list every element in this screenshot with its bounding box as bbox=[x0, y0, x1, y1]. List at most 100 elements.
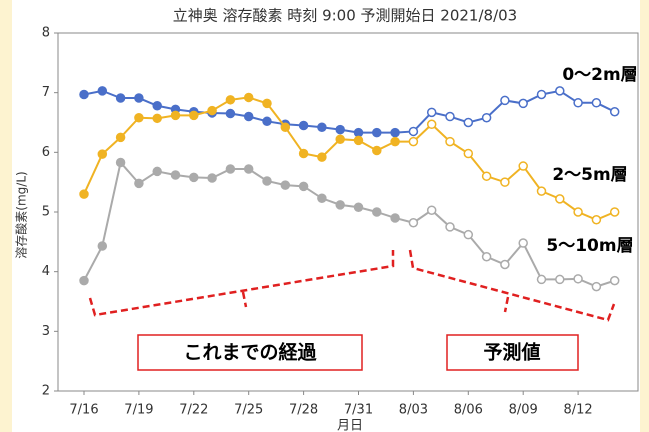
data-point bbox=[445, 111, 455, 122]
data-point bbox=[372, 127, 382, 138]
data-point bbox=[152, 166, 162, 177]
data-point bbox=[609, 275, 620, 286]
data-point bbox=[79, 189, 89, 199]
data-point bbox=[79, 275, 89, 286]
data-point bbox=[115, 132, 126, 143]
series-label: 5～10m層 bbox=[546, 236, 633, 256]
x-tick-label: 8/06 bbox=[454, 403, 483, 418]
data-point bbox=[262, 176, 272, 186]
data-point bbox=[481, 171, 492, 181]
data-point bbox=[152, 113, 162, 124]
y-axis-label: 溶存酸素(mg/L) bbox=[14, 171, 29, 258]
data-point bbox=[555, 274, 565, 285]
x-tick-label: 7/28 bbox=[289, 403, 318, 418]
x-tick-label: 8/09 bbox=[509, 403, 538, 418]
y-tick-label: 2 bbox=[42, 384, 50, 399]
data-point bbox=[225, 164, 236, 174]
data-point bbox=[518, 161, 528, 171]
data-point bbox=[463, 148, 474, 159]
data-point bbox=[225, 95, 236, 105]
data-point bbox=[573, 274, 583, 284]
data-point bbox=[189, 172, 199, 183]
data-point bbox=[243, 164, 254, 174]
data-point bbox=[372, 207, 382, 217]
data-point bbox=[500, 259, 510, 270]
annotation-box bbox=[137, 334, 363, 371]
data-point bbox=[207, 173, 217, 183]
data-point bbox=[207, 105, 217, 116]
data-point bbox=[591, 215, 602, 225]
data-point bbox=[591, 281, 602, 292]
data-point bbox=[426, 119, 437, 130]
data-point bbox=[390, 136, 400, 147]
data-point bbox=[225, 108, 236, 119]
data-point bbox=[353, 127, 364, 138]
data-point bbox=[298, 181, 309, 192]
data-point bbox=[134, 178, 144, 189]
data-point bbox=[134, 112, 144, 123]
data-point bbox=[79, 89, 89, 100]
data-point bbox=[335, 124, 345, 135]
data-point bbox=[280, 122, 291, 133]
data-point bbox=[317, 152, 327, 162]
annotation-box bbox=[446, 334, 579, 371]
data-point bbox=[335, 134, 345, 144]
data-point bbox=[609, 107, 620, 117]
data-point bbox=[518, 98, 528, 109]
data-point bbox=[426, 205, 437, 215]
x-tick-label: 8/03 bbox=[399, 403, 428, 418]
braces bbox=[88, 249, 616, 322]
data-point bbox=[97, 241, 108, 251]
data-point bbox=[298, 120, 309, 131]
data-point bbox=[426, 107, 437, 118]
data-point bbox=[500, 95, 510, 106]
data-point bbox=[536, 186, 547, 196]
data-point bbox=[463, 229, 474, 240]
data-point bbox=[243, 92, 254, 103]
data-point bbox=[390, 213, 400, 223]
x-tick-label: 7/16 bbox=[69, 403, 98, 418]
data-point bbox=[97, 149, 108, 159]
data-point bbox=[390, 127, 400, 138]
data-point bbox=[152, 101, 162, 111]
x-axis-label: 月日 bbox=[337, 419, 363, 432]
y-tick-label: 6 bbox=[42, 145, 50, 160]
data-point bbox=[481, 252, 492, 262]
data-point bbox=[555, 194, 565, 204]
annotation: 予測値 bbox=[483, 341, 540, 364]
x-tick-label: 7/25 bbox=[234, 403, 263, 418]
data-point bbox=[317, 193, 327, 204]
y-tick-label: 7 bbox=[42, 85, 50, 100]
forecast-brace-tip bbox=[503, 296, 510, 313]
data-point bbox=[536, 89, 547, 100]
data-point bbox=[353, 135, 364, 146]
data-point bbox=[262, 98, 272, 109]
data-point bbox=[317, 122, 327, 133]
data-point bbox=[408, 126, 419, 137]
data-point bbox=[298, 148, 309, 159]
x-tick-label: 7/22 bbox=[179, 403, 208, 418]
x-tick-label: 7/31 bbox=[344, 403, 373, 418]
data-point bbox=[536, 274, 547, 285]
data-point bbox=[481, 112, 492, 123]
data-point bbox=[353, 202, 364, 212]
data-point bbox=[408, 136, 419, 147]
data-point bbox=[445, 222, 455, 232]
data-point bbox=[280, 180, 291, 190]
past-brace-tip bbox=[241, 291, 248, 308]
data-point bbox=[408, 217, 419, 228]
data-point bbox=[115, 157, 126, 168]
data-point bbox=[189, 110, 199, 121]
data-point bbox=[463, 117, 474, 128]
data-point bbox=[445, 136, 455, 147]
y-tick-label: 5 bbox=[42, 205, 50, 220]
past-brace bbox=[88, 250, 395, 317]
data-point bbox=[170, 110, 181, 121]
y-tick-label: 3 bbox=[42, 324, 50, 339]
series-label: 2～5m層 bbox=[552, 165, 627, 185]
data-point bbox=[335, 200, 345, 210]
data-point bbox=[97, 86, 108, 96]
x-tick-label: 8/12 bbox=[563, 403, 592, 418]
series-label: 0～2m層 bbox=[562, 65, 637, 85]
